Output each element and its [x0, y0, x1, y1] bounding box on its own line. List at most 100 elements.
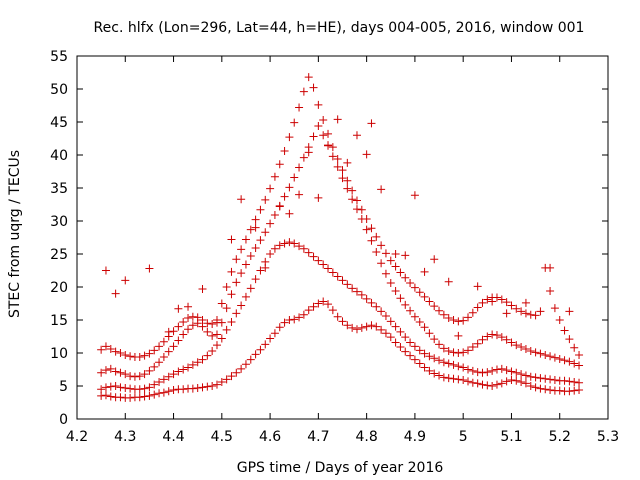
data-point [295, 103, 304, 112]
data-point [459, 376, 468, 385]
data-point [169, 327, 178, 336]
data-point [348, 323, 357, 332]
data-point [526, 347, 535, 356]
data-point [565, 387, 574, 396]
data-point [425, 352, 434, 361]
data-point [309, 132, 318, 141]
data-point [184, 314, 193, 323]
data-point [420, 349, 429, 358]
data-point [164, 327, 173, 336]
data-point [410, 355, 419, 364]
data-point [275, 202, 284, 211]
data-point [135, 372, 144, 381]
data-point [111, 347, 120, 356]
data-point [232, 278, 241, 287]
data-point [430, 302, 439, 311]
data-point [415, 346, 424, 355]
data-point [135, 393, 144, 402]
data-point [232, 255, 241, 264]
data-point [101, 366, 110, 375]
data-point [299, 244, 308, 253]
y-tick-label: 50 [50, 82, 68, 98]
data-point [502, 366, 511, 375]
data-point [227, 317, 236, 326]
data-point [179, 365, 188, 374]
data-point [212, 318, 221, 327]
data-point [126, 352, 135, 361]
data-point [425, 366, 434, 375]
data-point [497, 295, 506, 304]
data-point [285, 316, 294, 324]
x-tick-label: 5.1 [500, 429, 522, 445]
data-point [280, 239, 289, 248]
data-point [362, 225, 371, 234]
y-tick-label: 10 [50, 346, 68, 362]
data-point [97, 385, 106, 394]
data-point [241, 235, 250, 244]
x-tick-label: 4.6 [259, 429, 281, 445]
data-point [449, 360, 458, 369]
data-point [169, 342, 178, 351]
data-point [492, 380, 501, 389]
data-point [266, 250, 275, 258]
data-point [299, 153, 308, 162]
data-point [338, 276, 347, 285]
data-point [101, 266, 110, 275]
data-point [145, 391, 154, 400]
data-point [314, 121, 323, 130]
data-point [410, 342, 419, 351]
data-point [237, 269, 246, 278]
data-point [319, 116, 328, 125]
data-point [295, 163, 304, 172]
y-tick-label: 20 [50, 280, 68, 296]
data-point [478, 368, 487, 377]
data-point [497, 333, 506, 342]
plot-frame [76, 55, 609, 420]
data-point [517, 378, 526, 387]
data-point [106, 382, 115, 391]
data-point [483, 295, 492, 304]
data-point [396, 343, 405, 352]
data-point [343, 158, 352, 167]
data-point [367, 236, 376, 245]
data-point [285, 183, 294, 192]
data-point [362, 215, 371, 224]
data-point [212, 380, 221, 389]
data-point [261, 228, 270, 237]
data-point [372, 322, 381, 331]
data-point [396, 294, 405, 303]
data-point [454, 375, 463, 384]
data-point [217, 299, 226, 308]
data-point [541, 350, 550, 359]
data-point [468, 366, 477, 375]
data-point [430, 255, 439, 264]
data-point [251, 275, 260, 284]
data-point [188, 312, 197, 321]
data-point [198, 355, 207, 364]
data-point [367, 298, 376, 307]
data-point [454, 362, 463, 371]
data-point [464, 313, 473, 322]
data-point [386, 279, 395, 288]
data-point [415, 317, 424, 326]
data-point [299, 310, 308, 319]
data-point [488, 382, 497, 390]
data-point [266, 219, 275, 228]
data-point [512, 341, 521, 350]
data-point [420, 292, 429, 301]
data-point [208, 331, 217, 340]
data-point [377, 241, 386, 250]
data-point [111, 382, 120, 390]
data-point [106, 392, 115, 401]
data-point [507, 376, 516, 385]
data-point [290, 239, 299, 248]
data-point [444, 347, 453, 356]
data-point [377, 307, 386, 316]
data-point [188, 321, 197, 330]
data-point [145, 383, 154, 392]
data-point [352, 196, 361, 205]
data-point [121, 383, 130, 392]
data-point [261, 263, 270, 272]
data-point [290, 118, 299, 127]
data-point [362, 322, 371, 331]
